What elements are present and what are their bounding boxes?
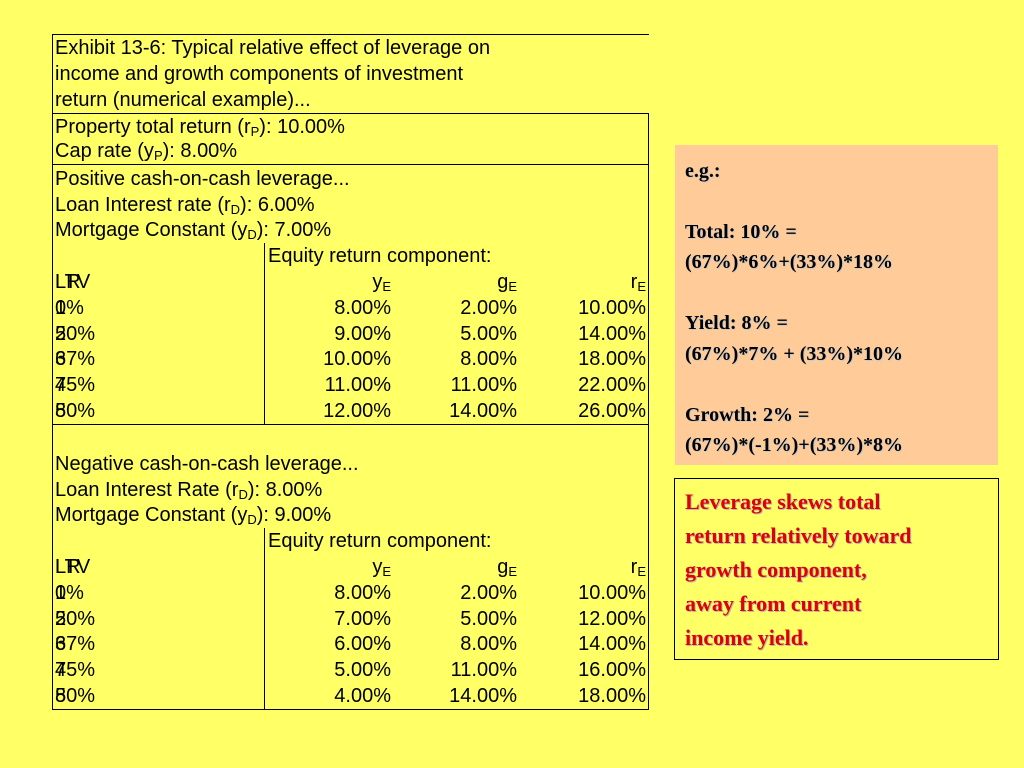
- cap-rate: Cap rate (yP): 8.00%: [55, 140, 238, 163]
- table-cell: 2: [55, 323, 67, 345]
- example-total-line-1: Total: 10% =: [685, 221, 797, 243]
- table-cell: 7.00%: [334, 608, 391, 630]
- table-cell: 5.00%: [334, 659, 391, 681]
- property-total-return: Property total return (rP): 10.00%: [55, 116, 345, 139]
- table-cell: 8.00%: [334, 582, 391, 604]
- example-growth-line-1: Growth: 2% =: [685, 404, 810, 426]
- table-cell: 8.00%: [460, 348, 517, 370]
- example-total-line-2: (67%)*6%+(33%)*18%: [685, 251, 894, 273]
- table-cell: 5: [55, 400, 67, 422]
- table-cell: 8.00%: [334, 297, 391, 319]
- negative-col-ltv: LTV: [55, 556, 91, 578]
- table-cell: 9.00%: [334, 323, 391, 345]
- positive-loan-interest-rate: Loan Interest rate (rD): 6.00%: [55, 194, 315, 217]
- negative-col-yield: yE: [372, 556, 391, 579]
- table-cell: 11.00%: [450, 374, 517, 396]
- table-cell: 10.00%: [578, 297, 646, 319]
- positive-leverage-heading: Positive cash-on-cash leverage...: [55, 168, 350, 190]
- table-cell: 14.00%: [578, 323, 646, 345]
- negative-mortgage-constant: Mortgage Constant (yD): 9.00%: [55, 504, 332, 527]
- exhibit-table: Exhibit 13-6: Typical relative effect of…: [52, 34, 649, 710]
- table-cell: 75%: [55, 659, 96, 681]
- table-cell: 75%: [55, 374, 96, 396]
- table-cell: 1: [55, 297, 67, 319]
- positive-component-header: Equity return component:: [268, 245, 492, 267]
- table-cell: 5.00%: [460, 608, 517, 630]
- table-cell: 80%: [55, 400, 96, 422]
- table-top-border: [52, 34, 649, 35]
- table-cell: 50%: [55, 608, 96, 630]
- table-cell: 8.00%: [460, 633, 517, 655]
- title-divider: [52, 113, 649, 114]
- table-cell: 0%: [55, 582, 84, 604]
- note-line-3: growth component,: [685, 557, 867, 582]
- positive-col-growth: gE: [497, 271, 517, 294]
- table-right-border: [648, 113, 649, 709]
- table-cell: 3: [55, 348, 67, 370]
- note-line-5: income yield.: [685, 625, 809, 650]
- table-cell: 14.00%: [449, 400, 517, 422]
- table-cell: 6.00%: [334, 633, 391, 655]
- table-cell: 22.00%: [578, 374, 646, 396]
- negative-col-growth: gE: [497, 556, 517, 579]
- table-cell: 67%: [55, 348, 96, 370]
- table-cell: 4.00%: [334, 685, 391, 707]
- table-cell: 4: [55, 659, 67, 681]
- table-cell: 1: [55, 582, 67, 604]
- table-cell: 2.00%: [460, 297, 517, 319]
- note-line-2: return relatively toward: [685, 523, 912, 548]
- example-yield-line-1: Yield: 8% =: [685, 312, 788, 334]
- negative-col-lr: LR: [55, 556, 81, 578]
- negative-col-return: rE: [630, 556, 646, 579]
- exhibit-title-line-3: return (numerical example)...: [55, 89, 311, 111]
- table-cell: 67%: [55, 633, 96, 655]
- negative-loan-interest-rate: Loan Interest Rate (rD): 8.00%: [55, 479, 323, 502]
- property-divider: [52, 164, 649, 165]
- table-cell: 16.00%: [578, 659, 646, 681]
- table-cell: 0%: [55, 297, 84, 319]
- table-cell: 11.00%: [450, 659, 517, 681]
- example-yield-line-2: (67%)*7% + (33%)*10%: [685, 343, 904, 365]
- table-cell: 2: [55, 608, 67, 630]
- positive-col-ltv: LTV: [55, 271, 91, 293]
- table-cell: 14.00%: [449, 685, 517, 707]
- table-cell: 26.00%: [578, 400, 646, 422]
- table-cell: 18.00%: [578, 685, 646, 707]
- table-left-border: [52, 34, 53, 709]
- positive-col-yield: yE: [372, 271, 391, 294]
- table-bottom-border: [52, 709, 649, 710]
- table-cell: 11.00%: [324, 374, 391, 396]
- table-cell: 80%: [55, 685, 96, 707]
- component-divider-negative: [264, 528, 265, 709]
- exhibit-title-line-2: income and growth components of investme…: [55, 63, 463, 85]
- table-cell: 3: [55, 633, 67, 655]
- positive-col-lr: LR: [55, 271, 81, 293]
- example-heading: e.g.:: [685, 160, 721, 182]
- table-cell: 12.00%: [578, 608, 646, 630]
- note-line-1: Leverage skews total: [685, 489, 881, 514]
- table-cell: 50%: [55, 323, 96, 345]
- table-cell: 4: [55, 374, 67, 396]
- negative-leverage-heading: Negative cash-on-cash leverage...: [55, 453, 359, 475]
- table-cell: 5.00%: [460, 323, 517, 345]
- component-divider-positive: [264, 243, 265, 424]
- table-cell: 14.00%: [578, 633, 646, 655]
- example-calculation-box: e.g.: Total: 10% = (67%)*6%+(33%)*18% Yi…: [675, 145, 998, 465]
- example-growth-line-2: (67%)*(-1%)+(33%)*8%: [685, 434, 904, 456]
- table-cell: 5: [55, 685, 67, 707]
- note-line-4: away from current: [685, 591, 862, 616]
- positive-mortgage-constant: Mortgage Constant (yD): 7.00%: [55, 219, 332, 242]
- table-cell: 10.00%: [323, 348, 391, 370]
- table-cell: 18.00%: [578, 348, 646, 370]
- leverage-note-box: Leverage skews total return relatively t…: [674, 478, 999, 660]
- positive-col-return: rE: [630, 271, 646, 294]
- table-cell: 12.00%: [323, 400, 391, 422]
- table-cell: 10.00%: [578, 582, 646, 604]
- section-divider: [52, 424, 649, 425]
- exhibit-title-line-1: Exhibit 13-6: Typical relative effect of…: [55, 37, 491, 59]
- negative-component-header: Equity return component:: [268, 530, 492, 552]
- table-cell: 2.00%: [460, 582, 517, 604]
